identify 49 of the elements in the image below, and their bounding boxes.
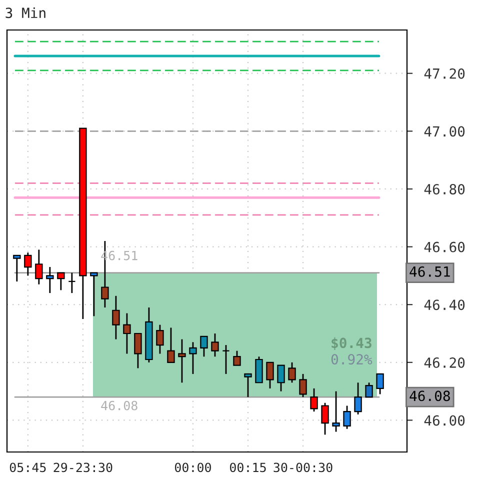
x-tick-label: 30-00:30 (274, 462, 332, 472)
candlestick (244, 373, 252, 398)
y-tick-label: 46.60 (424, 242, 465, 252)
candlestick (354, 382, 362, 416)
candlestick (277, 364, 285, 392)
candlestick (332, 390, 340, 432)
candlestick (211, 332, 219, 358)
candlestick (310, 388, 318, 412)
candlestick (343, 405, 351, 430)
text: 46.08 (410, 390, 450, 402)
candlestick (178, 338, 186, 384)
candlestick (222, 344, 230, 375)
candlestick (68, 272, 76, 294)
candlestick (156, 324, 164, 354)
y-tick-label: 46.00 (424, 415, 465, 426)
candlestick (365, 382, 373, 398)
candlestick (299, 373, 307, 398)
candlestick (233, 350, 241, 366)
y-tick-label: 46.20 (424, 357, 465, 368)
candlestick (266, 362, 274, 390)
candlestick (24, 252, 32, 276)
text: 46.51 (410, 266, 450, 277)
ref-line-label: 46.08 (101, 400, 138, 410)
chart-title: 3 Min (6, 7, 46, 18)
y-tick-label: 47.00 (424, 126, 465, 137)
candlestick (255, 356, 263, 384)
candlestick (35, 248, 43, 286)
candlestick (321, 402, 329, 436)
x-tick-label: 05:45 (10, 462, 46, 472)
candlestick (200, 336, 208, 358)
x-tick-label: 00:15 (230, 462, 266, 472)
candlestick (376, 373, 384, 395)
candlestick (112, 295, 120, 340)
candlestick (46, 266, 54, 294)
candlestick (90, 272, 98, 317)
x-tick-label: 00:00 (174, 462, 211, 472)
candlestick (288, 362, 296, 384)
y-tick-label: 46.80 (424, 184, 465, 194)
candlestick (13, 254, 21, 282)
candlestick (123, 312, 131, 354)
candlestick (167, 327, 175, 364)
y-tick-label: 46.40 (424, 300, 465, 310)
candlestick (134, 332, 142, 369)
band-label: $0.43 (332, 337, 372, 350)
x-tick-label: 29-23:30 (54, 462, 112, 472)
candlestick (189, 341, 197, 375)
y-tick-label: 47.20 (424, 68, 465, 79)
candlestick (57, 272, 65, 291)
annotation: 0.92% (331, 354, 372, 365)
